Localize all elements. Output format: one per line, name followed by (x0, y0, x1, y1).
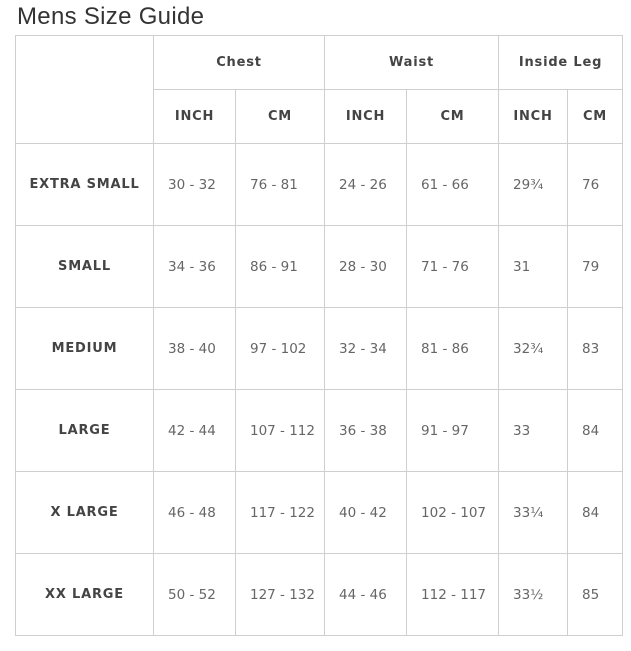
table-row: MEDIUM 38 - 40 97 - 102 32 - 34 81 - 86 32¾ 83 (15, 307, 624, 390)
measurement-cell: 34 - 36 (153, 225, 236, 308)
measurement-cell: 84 (567, 471, 624, 554)
measurement-cell: 42 - 44 (153, 389, 236, 472)
corner-cell (15, 35, 154, 144)
table-row: SMALL 34 - 36 86 - 91 28 - 30 71 - 76 31 79 (15, 225, 624, 308)
measurement-cell: 44 - 46 (324, 553, 408, 636)
measurement-cell: 76 - 81 (234, 143, 326, 226)
size-guide-table: Chest Waist Inside Leg INCH CM INCH CM I… (15, 35, 624, 636)
page-title: Mens Size Guide (17, 3, 205, 30)
unit-header: INCH (324, 89, 408, 144)
measurement-cell: 127 - 132 (234, 553, 326, 636)
table-row: XX LARGE 50 - 52 127 - 132 44 - 46 112 - 117… (15, 553, 624, 636)
size-label: EXTRA SMALL (15, 143, 154, 226)
measurement-cell: 97 - 102 (234, 307, 326, 390)
measurement-cell: 83 (567, 307, 624, 390)
measurement-cell: 107 - 112 (234, 389, 326, 472)
measurement-cell: 28 - 30 (324, 225, 408, 308)
measurement-cell: 40 - 42 (324, 471, 408, 554)
measurement-cell: 36 - 38 (324, 389, 408, 472)
measurement-cell: 85 (567, 553, 624, 636)
group-header-chest: Chest (152, 35, 326, 90)
table-row: X LARGE 46 - 48 117 - 122 40 - 42 102 - 107 3… (15, 471, 624, 554)
measurement-cell: 112 - 117 (406, 553, 500, 636)
measurement-cell: 61 - 66 (406, 143, 500, 226)
measurement-cell: 71 - 76 (406, 225, 500, 308)
unit-header: CM (234, 89, 326, 144)
measurement-cell: 84 (567, 389, 624, 472)
unit-header-row: INCH CM INCH CM INCH CM (16, 89, 624, 144)
size-label: XX LARGE (15, 553, 154, 636)
measurement-cell: 76 (567, 143, 624, 226)
measurement-cell: 38 - 40 (153, 307, 236, 390)
measurement-cell: 91 - 97 (406, 389, 500, 472)
measurement-cell: 29¾ (498, 143, 569, 226)
measurement-cell: 50 - 52 (153, 553, 236, 636)
measurement-cell: 79 (567, 225, 624, 308)
measurement-cell: 33½ (498, 553, 569, 636)
size-label: X LARGE (15, 471, 154, 554)
measurement-cell: 46 - 48 (153, 471, 236, 554)
size-label: MEDIUM (15, 307, 154, 390)
measurement-cell: 81 - 86 (406, 307, 500, 390)
unit-header: INCH (498, 89, 569, 144)
table-row: LARGE 42 - 44 107 - 112 36 - 38 91 - 97 33 84 (15, 389, 624, 472)
measurement-cell: 33¼ (498, 471, 569, 554)
measurement-cell: 102 - 107 (406, 471, 500, 554)
measurement-cell: 24 - 26 (324, 143, 408, 226)
measurement-cell: 86 - 91 (234, 225, 326, 308)
unit-header: CM (406, 89, 500, 144)
unit-header: INCH (153, 89, 236, 144)
measurement-cell: 31 (498, 225, 569, 308)
measurement-cell: 117 - 122 (234, 471, 326, 554)
unit-header: CM (567, 89, 624, 144)
table-row: EXTRA SMALL 30 - 32 76 - 81 24 - 26 61 - 66 2… (15, 143, 624, 226)
group-header-inside-leg: Inside Leg (498, 35, 624, 90)
measurement-cell: 30 - 32 (153, 143, 236, 226)
group-header-row: Chest Waist Inside Leg (15, 35, 624, 144)
measurement-cell: 32 - 34 (324, 307, 408, 390)
measurement-cell: 32¾ (498, 307, 569, 390)
size-label: LARGE (15, 389, 154, 472)
size-label: SMALL (15, 225, 154, 308)
measurement-cell: 33 (498, 389, 569, 472)
group-header-waist: Waist (324, 35, 500, 90)
